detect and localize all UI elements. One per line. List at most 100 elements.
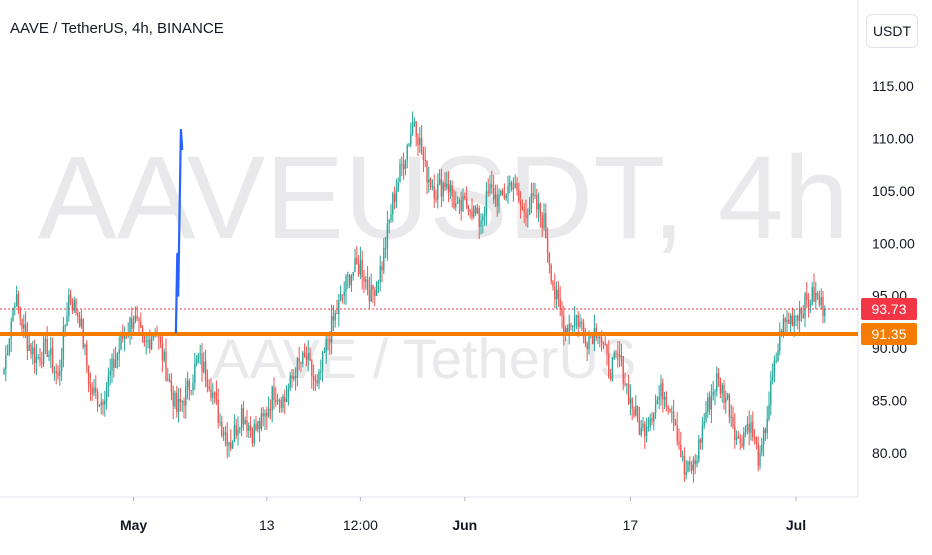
candle-body	[332, 316, 335, 321]
candle-body	[366, 279, 369, 290]
candle-body	[53, 370, 56, 372]
candle-body	[703, 421, 705, 426]
candle-body	[147, 339, 149, 342]
candle-body	[357, 264, 360, 274]
candle-body	[696, 460, 698, 465]
candle-body	[789, 315, 792, 324]
candle-body	[123, 335, 126, 339]
candle-body	[766, 419, 768, 434]
candle-body	[759, 452, 761, 467]
candle-body	[638, 419, 641, 436]
candle-body	[260, 413, 263, 429]
candle-body	[626, 383, 628, 385]
candle-body	[77, 313, 79, 317]
candle-body	[694, 459, 696, 465]
candle-body	[95, 387, 97, 392]
candle-body	[714, 391, 716, 393]
candle-body	[606, 344, 608, 354]
candle-body	[15, 293, 18, 306]
candle-body	[597, 336, 599, 339]
candle-body	[320, 371, 322, 373]
candle-body	[784, 318, 786, 322]
candle-body	[120, 335, 122, 350]
candle-body	[548, 252, 551, 265]
candle-body	[561, 308, 563, 316]
candle-body	[222, 433, 225, 436]
candle-body	[489, 184, 491, 194]
candle-body	[392, 193, 394, 215]
candle-body	[712, 391, 714, 396]
candle-body	[21, 318, 23, 329]
candle-body	[239, 427, 241, 430]
candle-body	[505, 194, 507, 199]
candle-body	[55, 370, 57, 374]
candle-body	[98, 405, 101, 407]
candle-body	[500, 190, 502, 195]
candle-body	[402, 164, 405, 169]
candle-body	[501, 190, 504, 196]
candle-body	[676, 425, 678, 442]
y-tick-label: 110.00	[872, 130, 914, 146]
candle-body	[384, 247, 387, 249]
candle-body	[494, 194, 497, 200]
candle-body	[771, 375, 774, 381]
candle-body	[750, 421, 752, 433]
candle-body	[797, 315, 799, 321]
candle-body	[804, 293, 806, 318]
candle-body	[134, 315, 137, 322]
candle-body	[800, 309, 803, 314]
candle-body	[141, 327, 144, 335]
candle-body	[653, 413, 655, 422]
candle-body	[642, 423, 644, 428]
candle-body	[705, 411, 707, 422]
candle-body	[539, 203, 542, 217]
candle-body	[458, 199, 461, 203]
candle-body	[633, 408, 635, 416]
candle-body	[42, 341, 45, 364]
candle-body	[469, 210, 471, 212]
candle-body	[186, 380, 189, 387]
candle-body	[782, 318, 785, 335]
candle-body	[563, 315, 565, 333]
candle-body	[809, 305, 812, 307]
x-tick-label: Jun	[452, 517, 477, 533]
candle-body	[692, 459, 695, 471]
candle-body	[204, 361, 207, 381]
candle-body	[354, 258, 356, 273]
candle-body	[75, 299, 77, 314]
candle-body	[345, 276, 347, 292]
candle-body	[305, 356, 308, 360]
candle-body	[273, 386, 275, 400]
candle-body	[681, 456, 684, 458]
candle-body	[687, 461, 689, 472]
candle-body	[680, 444, 682, 458]
candle-body	[89, 383, 92, 388]
candle-body	[404, 160, 407, 169]
candle-body	[737, 436, 740, 438]
candle-body	[480, 220, 482, 228]
currency-button[interactable]: USDT	[866, 14, 918, 48]
candle-body	[609, 376, 612, 379]
candle-body	[262, 413, 264, 417]
candle-body	[365, 279, 367, 282]
candle-body	[78, 316, 81, 327]
candle-body	[791, 315, 794, 327]
candle-body	[428, 179, 430, 183]
candle-body	[757, 443, 759, 467]
candle-body	[48, 354, 50, 357]
candle-body	[208, 386, 210, 390]
candle-body	[509, 182, 511, 187]
candle-body	[138, 318, 140, 322]
candle-body	[10, 321, 12, 339]
candle-body	[177, 398, 180, 413]
candle-body	[413, 121, 416, 125]
candle-body	[203, 361, 205, 372]
candle-body	[471, 211, 473, 217]
candle-body	[656, 399, 659, 405]
candle-body	[336, 313, 338, 315]
candle-body	[442, 183, 444, 197]
candle-body	[244, 420, 246, 425]
candle-body	[334, 313, 336, 321]
